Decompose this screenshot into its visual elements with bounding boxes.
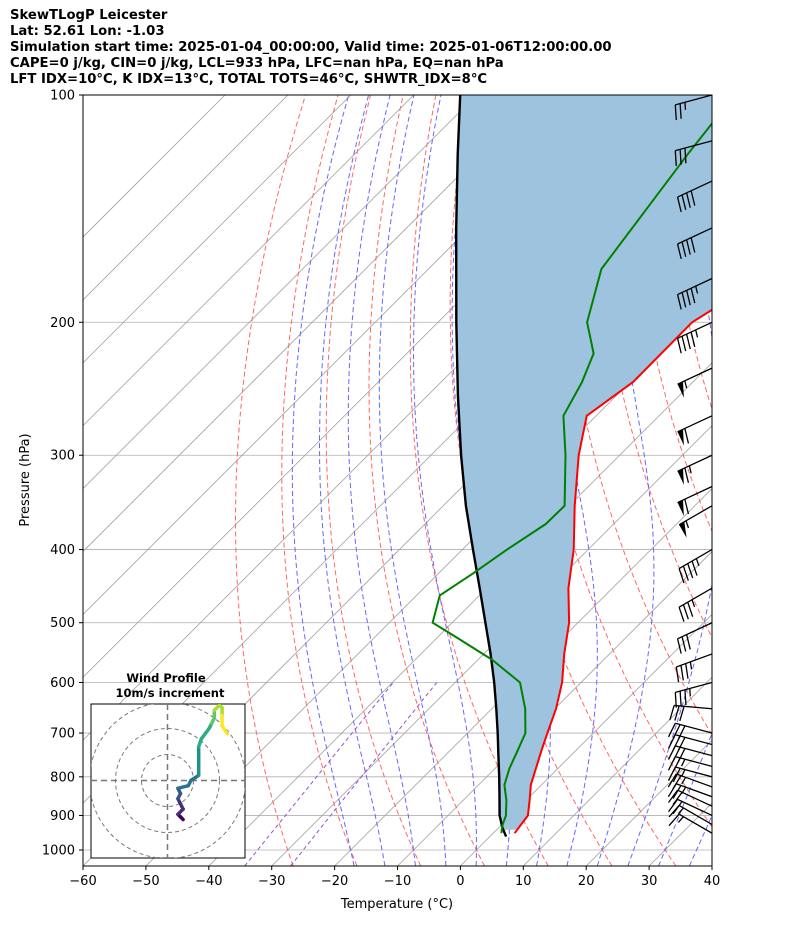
moist-adiabat-line	[378, 95, 447, 866]
wind-barb	[667, 789, 712, 807]
moist-adiabat-line	[291, 95, 355, 866]
x-tick-label: 30	[641, 874, 658, 889]
wind-barb	[674, 140, 712, 166]
moist-adiabat-line	[658, 731, 712, 866]
parcel-profile-line	[455, 95, 508, 838]
isotherm-line	[83, 95, 289, 301]
wind-barb	[678, 587, 712, 622]
wind-barb	[676, 277, 712, 310]
title-indices-line: LFT IDX=10°C, K IDX=13°C, TOTAL TOTS=46°…	[10, 72, 488, 88]
x-tick-label: −30	[258, 874, 285, 889]
y-tick-label: 700	[50, 727, 75, 742]
y-tick-label: 600	[50, 676, 75, 691]
y-tick-label: 400	[50, 543, 75, 558]
hodograph-trace-segment	[176, 783, 191, 791]
wind-barb	[676, 321, 712, 354]
wind-barb	[667, 734, 712, 752]
shaded-area-group	[456, 95, 712, 830]
wind-barb	[674, 681, 712, 708]
isotherm-line	[334, 488, 712, 866]
wind-barb	[667, 745, 712, 763]
x-axis-label: Temperature (°C)	[340, 897, 453, 912]
x-tick-label: 0	[456, 874, 464, 889]
wind-barb	[667, 766, 712, 783]
moist-adiabat-line	[347, 95, 416, 866]
isotherm-line	[83, 95, 226, 238]
wind-barb	[674, 95, 712, 121]
y-tick-label: 1000	[42, 844, 75, 859]
x-tick-label: −10	[384, 874, 411, 889]
temperature-line	[513, 308, 712, 834]
x-tick-label: 10	[515, 874, 532, 889]
wind-barb	[678, 548, 712, 584]
wind-barb	[676, 622, 712, 654]
moist-adiabat-line	[627, 95, 712, 866]
dewpoint-line	[431, 121, 712, 834]
isotherm-line	[83, 95, 540, 553]
cin-cape-shaded-area	[456, 95, 712, 830]
dry-adiabat-line	[235, 95, 306, 866]
wind-barb	[668, 813, 712, 834]
dry-adiabat-line	[596, 95, 712, 639]
dry-adiabat-line	[325, 95, 422, 866]
wind-barb	[668, 804, 712, 826]
title-station: SkewTLogP Leicester	[10, 8, 168, 23]
dry-adiabat-line	[281, 95, 358, 866]
x-tick-label: −40	[195, 874, 222, 889]
x-tick-label: 20	[578, 874, 595, 889]
isotherm-line	[208, 362, 712, 866]
title-times: Simulation start time: 2025-01-04_00:00:…	[10, 40, 612, 56]
y-tick-label: 900	[50, 809, 75, 824]
wind-barb	[667, 773, 712, 790]
hodograph-inset	[90, 703, 246, 859]
isotherm-line	[83, 95, 477, 490]
mixing-ratio-line	[244, 682, 394, 866]
y-tick-label: 200	[50, 316, 75, 331]
x-tick-label: −60	[69, 874, 96, 889]
y-tick-label: 500	[50, 616, 75, 631]
isotherm-line	[83, 95, 352, 364]
x-tick-label: 40	[704, 874, 721, 889]
wind-barb	[677, 485, 712, 517]
wind-barb	[677, 367, 712, 398]
hodograph-subtitle: 10m/s increment	[116, 686, 225, 700]
wind-barb	[677, 454, 712, 485]
title-block: SkewTLogP Leicester Lat: 52.61 Lon: -1.0…	[10, 8, 612, 88]
isotherm-line	[460, 613, 712, 866]
dry-adiabat-line	[762, 95, 794, 866]
hodograph-trace-segment	[220, 724, 230, 736]
dry-adiabat-line	[729, 95, 794, 866]
mixing-ratio-line	[290, 682, 438, 866]
hodograph-trace-segment	[199, 726, 211, 741]
isotherm-line	[271, 425, 712, 866]
moist-adiabat-line	[720, 95, 794, 866]
x-tick-label: −50	[132, 874, 159, 889]
isotherm-line	[83, 95, 414, 427]
wind-barb	[676, 180, 712, 213]
wind-barb	[675, 653, 712, 683]
y-tick-label: 800	[50, 770, 75, 785]
wind-barb	[678, 505, 712, 538]
wind-barb	[677, 415, 712, 446]
y-tick-label: 300	[50, 449, 75, 464]
wind-barbs-group	[667, 95, 712, 834]
isotherm-line	[523, 676, 712, 866]
dry-adiabat-line	[368, 95, 485, 866]
dry-adiabat-line	[663, 95, 712, 411]
wind-barb	[667, 722, 712, 740]
moist-adiabat-line	[596, 95, 655, 866]
moist-adiabat-line	[412, 95, 477, 866]
hodograph-title: Wind Profile	[126, 671, 206, 685]
moist-adiabat-line	[319, 95, 386, 866]
x-tick-label: −20	[321, 874, 348, 889]
isotherm-line	[711, 865, 712, 866]
title-location: Lat: 52.61 Lon: -1.03	[10, 24, 165, 40]
y-axis-label: Pressure (hPa)	[18, 433, 33, 526]
title-cape-line: CAPE=0 j/kg, CIN=0 j/kg, LCL=933 hPa, LF…	[10, 56, 504, 72]
moist-adiabat-line	[451, 95, 512, 866]
wind-barb	[676, 227, 712, 260]
y-tick-label: 100	[50, 89, 75, 104]
